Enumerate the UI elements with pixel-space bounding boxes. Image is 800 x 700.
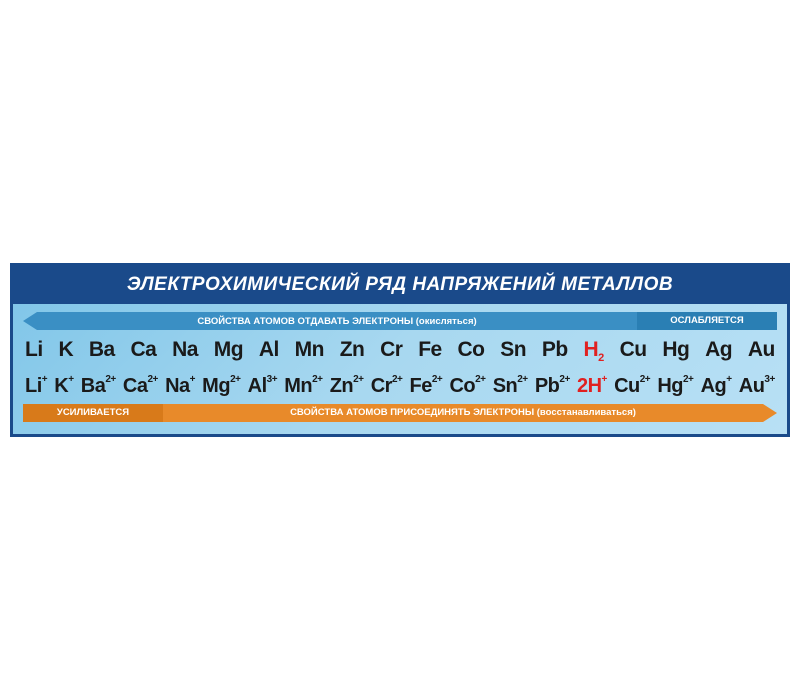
top-arrow-body: СВОЙСТВА АТОМОВ ОТДАВАТЬ ЭЛЕКТРОНЫ (окис… bbox=[37, 312, 777, 330]
ion-ca: Ca2+ bbox=[123, 375, 158, 398]
arrow-head-left-icon bbox=[23, 312, 37, 330]
elements-row: Li K Ba Ca Na Mg Al Mn Zn Cr Fe Co Sn Pb H2 Cu Hg Ag Au bbox=[23, 332, 777, 368]
ion-pb: Pb2+ bbox=[535, 375, 570, 398]
element-ag: Ag bbox=[705, 338, 732, 362]
top-arrow-end-text: ОСЛАБЛЯЕТСЯ bbox=[637, 312, 777, 330]
poster-content: СВОЙСТВА АТОМОВ ОТДАВАТЬ ЭЛЕКТРОНЫ (окис… bbox=[13, 304, 787, 433]
element-cr: Cr bbox=[380, 338, 402, 362]
element-cu: Cu bbox=[620, 338, 647, 362]
ion-cr: Cr2+ bbox=[371, 375, 403, 398]
element-ba: Ba bbox=[89, 338, 115, 362]
ion-na: Na+ bbox=[165, 375, 195, 398]
ion-li: Li+ bbox=[25, 375, 47, 398]
element-ca: Ca bbox=[131, 338, 157, 362]
ion-zn: Zn2+ bbox=[330, 375, 364, 398]
element-al: Al bbox=[259, 338, 279, 362]
element-li: Li bbox=[25, 338, 43, 362]
element-fe: Fe bbox=[418, 338, 442, 362]
activity-series-poster: ЭЛЕКТРОХИМИЧЕСКИЙ РЯД НАПРЯЖЕНИЙ МЕТАЛЛО… bbox=[10, 263, 790, 436]
bottom-arrow-start-text: УСИЛИВАЕТСЯ bbox=[23, 404, 163, 422]
element-sn: Sn bbox=[500, 338, 526, 362]
ion-2h: 2H+ bbox=[577, 375, 607, 398]
bottom-arrow: УСИЛИВАЕТСЯ СВОЙСТВА АТОМОВ ПРИСОЕДИНЯТЬ… bbox=[23, 404, 777, 422]
ion-k: K+ bbox=[54, 375, 73, 398]
bottom-arrow-body: УСИЛИВАЕТСЯ СВОЙСТВА АТОМОВ ПРИСОЕДИНЯТЬ… bbox=[23, 404, 763, 422]
element-pb: Pb bbox=[542, 338, 568, 362]
top-arrow-main-text: СВОЙСТВА АТОМОВ ОТДАВАТЬ ЭЛЕКТРОНЫ (окис… bbox=[43, 316, 631, 327]
ion-co: Co2+ bbox=[449, 375, 485, 398]
ion-al: Al3+ bbox=[248, 375, 277, 398]
ions-row: Li+ K+ Ba2+ Ca2+ Na+ Mg2+ Al3+ Mn2+ Zn2+ Cr2+ Fe2+… bbox=[23, 369, 777, 402]
poster-title: ЭЛЕКТРОХИМИЧЕСКИЙ РЯД НАПРЯЖЕНИЙ МЕТАЛЛО… bbox=[13, 266, 787, 304]
arrow-head-right-icon bbox=[763, 404, 777, 422]
ion-ba: Ba2+ bbox=[81, 375, 116, 398]
bottom-arrow-main-text: СВОЙСТВА АТОМОВ ПРИСОЕДИНЯТЬ ЭЛЕКТРОНЫ (… bbox=[169, 407, 757, 418]
element-co: Co bbox=[458, 338, 485, 362]
ion-au: Au3+ bbox=[739, 375, 775, 398]
element-na: Na bbox=[172, 338, 198, 362]
element-au: Au bbox=[748, 338, 775, 362]
ion-fe: Fe2+ bbox=[410, 375, 443, 398]
element-mn: Mn bbox=[295, 338, 324, 362]
ion-ag: Ag+ bbox=[701, 375, 732, 398]
element-k: K bbox=[58, 338, 73, 362]
ion-cu: Cu2+ bbox=[614, 375, 650, 398]
ion-hg: Hg2+ bbox=[657, 375, 693, 398]
element-h: H2 bbox=[584, 338, 604, 364]
ion-sn: Sn2+ bbox=[493, 375, 528, 398]
ion-mn: Mn2+ bbox=[284, 375, 322, 398]
top-arrow: СВОЙСТВА АТОМОВ ОТДАВАТЬ ЭЛЕКТРОНЫ (окис… bbox=[23, 312, 777, 330]
element-zn: Zn bbox=[340, 338, 365, 362]
element-mg: Mg bbox=[214, 338, 243, 362]
ion-mg: Mg2+ bbox=[202, 375, 240, 398]
element-hg: Hg bbox=[662, 338, 689, 362]
